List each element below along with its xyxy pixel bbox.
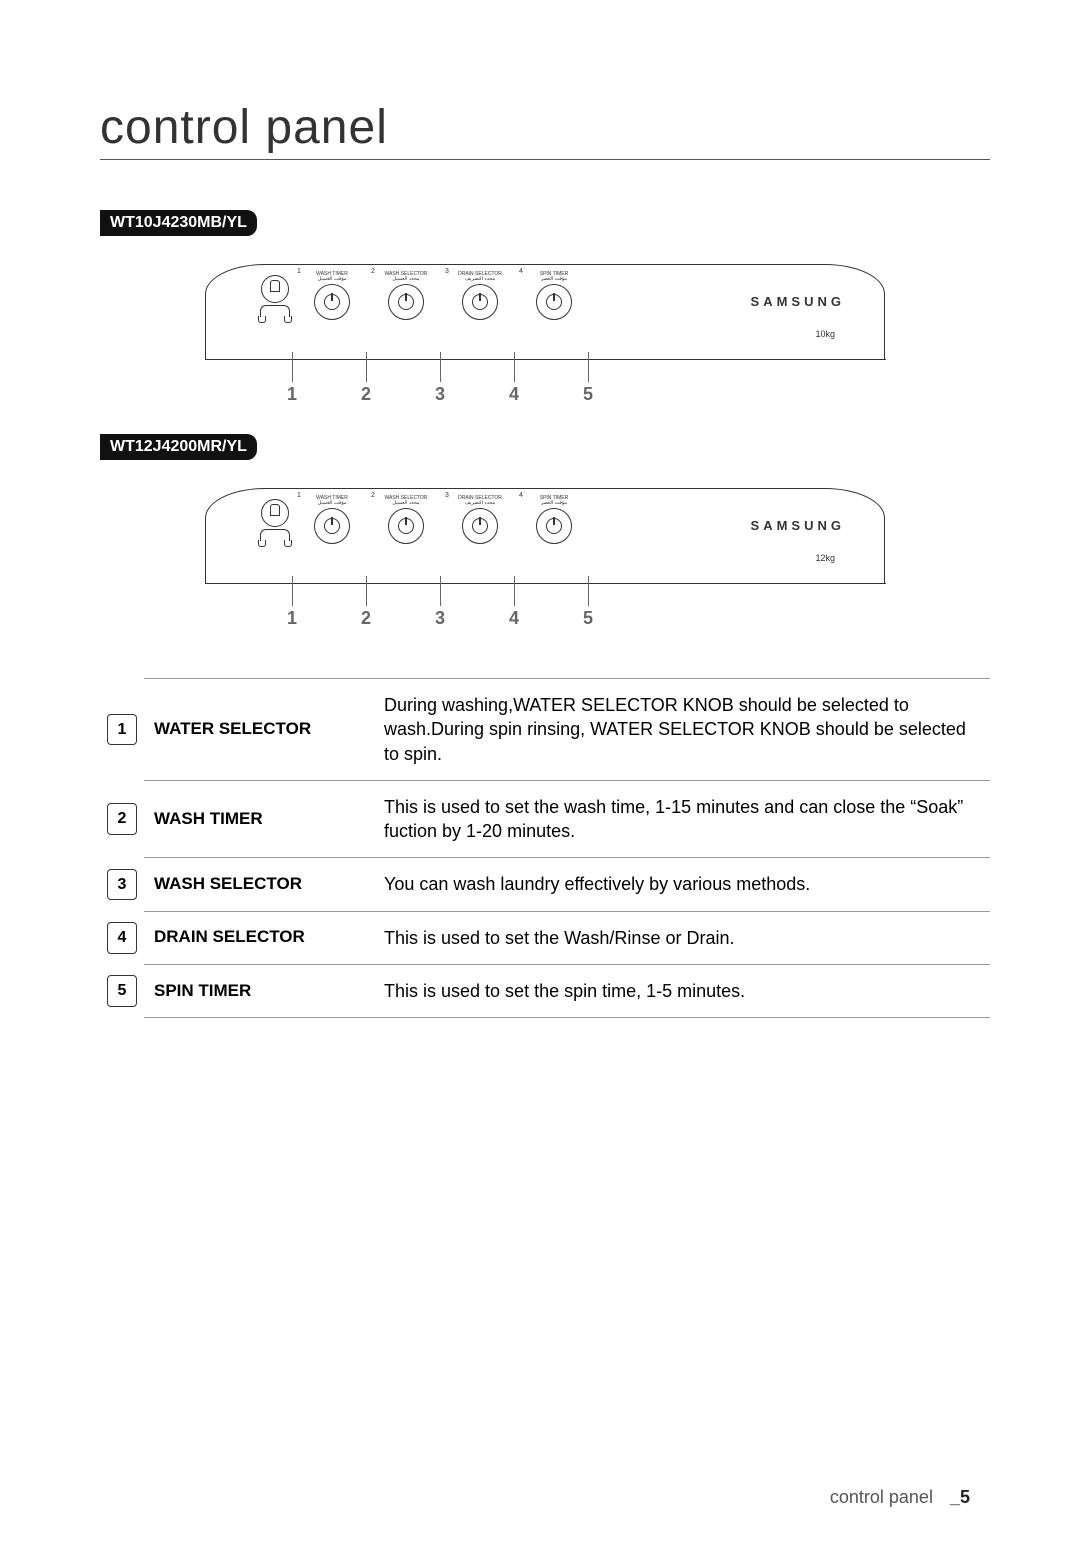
- wash-timer-knob: 1 WASH TIMERمؤقت الغسيل: [295, 496, 369, 544]
- legend-table: 1 WATER SELECTOR During washing,WATER SE…: [100, 678, 990, 1018]
- legend-desc: During washing,WATER SELECTOR KNOB shoul…: [374, 679, 990, 781]
- knob-num-icon: 1: [297, 492, 301, 499]
- callout: 2: [329, 352, 403, 405]
- callouts: 1 2 3 4 5: [205, 352, 885, 405]
- page-title: control panel: [100, 100, 990, 160]
- callout: 3: [403, 352, 477, 405]
- callout: 5: [551, 352, 625, 405]
- knob-label: DRAIN SELECTORمحدد التصريف: [458, 496, 502, 506]
- knob-label: DRAIN SELECTORمحدد التصريف: [458, 272, 502, 282]
- legend-num: 4: [107, 922, 137, 954]
- panel-figure: 1 WASH TIMERمؤقت الغسيل 2 WASH SELECTORم…: [205, 254, 885, 394]
- table-row: 5 SPIN TIMER This is used to set the spi…: [100, 965, 990, 1018]
- model-block: WT12J4200MR/YL 1 WASH TIMERمؤقت الغسيل 2…: [100, 434, 990, 618]
- knob-label: WASH TIMERمؤقت الغسيل: [316, 272, 348, 282]
- knob-label: SPIN TIMERمؤقت العصر: [540, 496, 569, 506]
- legend-name: WASH SELECTOR: [144, 858, 374, 911]
- knob-num-icon: 3: [445, 492, 449, 499]
- wash-selector-knob: 2 WASH SELECTORمحدد الغسيل: [369, 272, 443, 320]
- water-selector-icon: [255, 499, 295, 541]
- legend-desc: This is used to set the Wash/Rinse or Dr…: [374, 911, 990, 964]
- model-block: WT10J4230MB/YL 1 WASH TIMERمؤقت الغسيل 2…: [100, 210, 990, 394]
- capacity-label: 10kg: [815, 329, 835, 339]
- legend-name: SPIN TIMER: [144, 965, 374, 1018]
- knob-num-icon: 1: [297, 268, 301, 275]
- knob-num-icon: 4: [519, 268, 523, 275]
- table-row: 4 DRAIN SELECTOR This is used to set the…: [100, 911, 990, 964]
- brand-label: SAMSUNG: [751, 518, 845, 533]
- callout: 2: [329, 576, 403, 629]
- model-label: WT12J4200MR/YL: [100, 434, 257, 460]
- legend-name: WASH TIMER: [144, 780, 374, 858]
- knob-label: WASH SELECTORمحدد الغسيل: [384, 496, 427, 506]
- legend-name: WATER SELECTOR: [144, 679, 374, 781]
- spin-timer-knob: 4 SPIN TIMERمؤقت العصر: [517, 272, 591, 320]
- drain-selector-knob: 3 DRAIN SELECTORمحدد التصريف: [443, 272, 517, 320]
- knob-num-icon: 4: [519, 492, 523, 499]
- table-row: 1 WATER SELECTOR During washing,WATER SE…: [100, 679, 990, 781]
- legend-num: 5: [107, 975, 137, 1007]
- footer: control panel _5: [830, 1487, 970, 1508]
- legend-desc: This is used to set the wash time, 1-15 …: [374, 780, 990, 858]
- knob-label: WASH SELECTORمحدد الغسيل: [384, 272, 427, 282]
- wash-timer-knob: 1 WASH TIMERمؤقت الغسيل: [295, 272, 369, 320]
- knob-label: WASH TIMERمؤقت الغسيل: [316, 496, 348, 506]
- brand-label: SAMSUNG: [751, 294, 845, 309]
- legend-num: 1: [107, 714, 137, 746]
- model-label: WT10J4230MB/YL: [100, 210, 257, 236]
- callout: 1: [255, 352, 329, 405]
- wash-selector-knob: 2 WASH SELECTORمحدد الغسيل: [369, 496, 443, 544]
- footer-text: control panel: [830, 1487, 933, 1507]
- water-selector-icon: [255, 275, 295, 317]
- callout: 3: [403, 576, 477, 629]
- spin-timer-knob: 4 SPIN TIMERمؤقت العصر: [517, 496, 591, 544]
- knob-num-icon: 2: [371, 492, 375, 499]
- knob-num-icon: 2: [371, 268, 375, 275]
- callout: 4: [477, 576, 551, 629]
- legend-name: DRAIN SELECTOR: [144, 911, 374, 964]
- capacity-label: 12kg: [815, 553, 835, 563]
- table-row: 2 WASH TIMER This is used to set the was…: [100, 780, 990, 858]
- table-row: 3 WASH SELECTOR You can wash laundry eff…: [100, 858, 990, 911]
- callout: 4: [477, 352, 551, 405]
- knob-label: SPIN TIMERمؤقت العصر: [540, 272, 569, 282]
- legend-num: 2: [107, 803, 137, 835]
- callout: 1: [255, 576, 329, 629]
- knob-num-icon: 3: [445, 268, 449, 275]
- callouts: 1 2 3 4 5: [205, 576, 885, 629]
- legend-num: 3: [107, 869, 137, 901]
- legend-desc: This is used to set the spin time, 1-5 m…: [374, 965, 990, 1018]
- callout: 5: [551, 576, 625, 629]
- panel-figure: 1 WASH TIMERمؤقت الغسيل 2 WASH SELECTORم…: [205, 478, 885, 618]
- footer-page: _5: [950, 1487, 970, 1507]
- legend-desc: You can wash laundry effectively by vari…: [374, 858, 990, 911]
- drain-selector-knob: 3 DRAIN SELECTORمحدد التصريف: [443, 496, 517, 544]
